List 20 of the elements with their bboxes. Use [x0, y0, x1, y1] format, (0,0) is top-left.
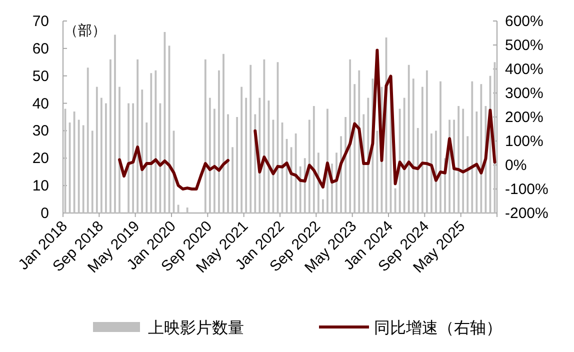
y-tick-label: 40 [32, 95, 49, 112]
y2-tick-label: 200% [505, 109, 544, 126]
y2-tick-label: 600% [505, 13, 544, 30]
y-tick-label: 50 [32, 68, 49, 85]
y2-tick-label: -200% [505, 205, 548, 222]
y2-tick-label: -100% [505, 181, 548, 198]
y2-tick-label: 0% [505, 157, 527, 174]
y2-tick-label: 300% [505, 85, 544, 102]
y2-tick-label: 400% [505, 61, 544, 78]
y-axis-title: （部） [64, 22, 106, 38]
y-tick-label: 10 [32, 178, 49, 195]
y2-tick-label: 500% [505, 37, 544, 54]
y-tick-label: 0 [40, 205, 49, 222]
y-tick-label: 60 [32, 40, 49, 58]
y-tick-label: 20 [32, 150, 49, 168]
y-tick-label: 30 [32, 122, 49, 140]
y2-tick-label: 100% [505, 133, 544, 150]
legend-label: 同比增速（右轴） [374, 319, 502, 337]
y-tick-label: 70 [32, 13, 49, 30]
legend-label: 上映影片数量 [148, 319, 244, 337]
